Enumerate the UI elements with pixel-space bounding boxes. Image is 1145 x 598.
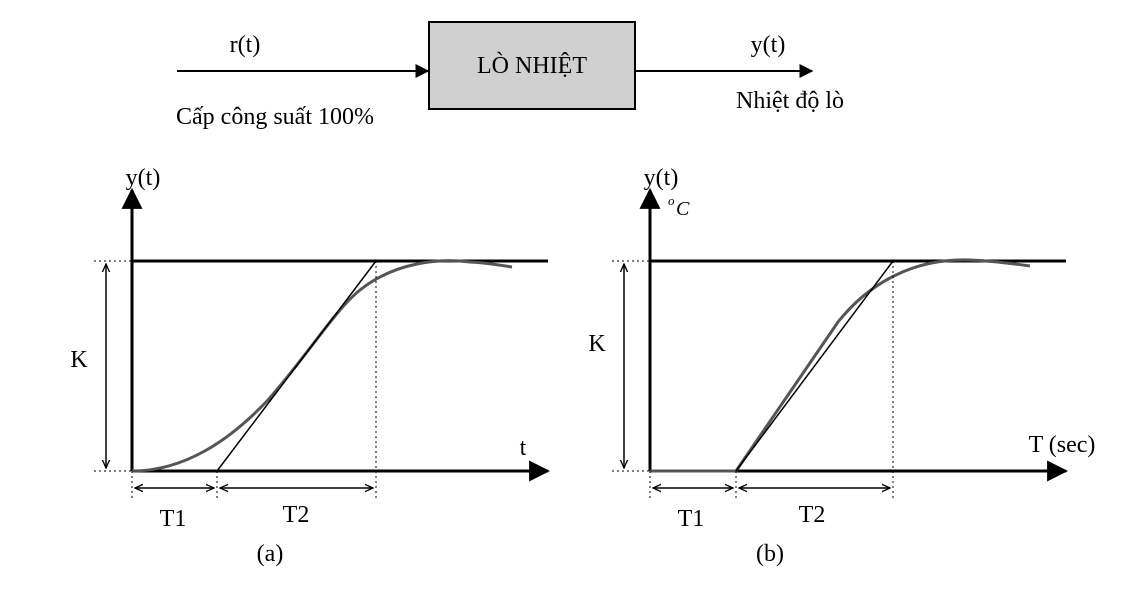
unit-degree: o [668, 193, 675, 208]
y-axis-label: y(t) [126, 165, 161, 191]
gain-label: K [588, 331, 606, 357]
input-signal-label: r(t) [230, 32, 261, 58]
output-description: Nhiệt độ lò [736, 88, 844, 114]
plot-a: y(t) t K T1 T2 (a) [70, 165, 551, 567]
output-signal-label: y(t) [751, 32, 786, 58]
t1-label: T1 [160, 506, 187, 532]
dead-time-ramp-response [650, 258, 1031, 473]
plot-b: y(t) o C T (sec) K T1 T2 (b) [588, 165, 1095, 567]
t2-label: T2 [283, 502, 310, 528]
unit-celsius: C [676, 198, 690, 220]
furnace-block-label: LÒ NHIỆT [477, 52, 587, 79]
t1-label: T1 [678, 506, 705, 532]
x-axis-label: T (sec) [1029, 432, 1096, 458]
caption-b: (b) [756, 541, 784, 567]
furnace-block [428, 21, 636, 110]
tangent-line [216, 260, 377, 472]
t2-label: T2 [799, 502, 826, 528]
s-shaped-response-curve [131, 259, 513, 473]
caption-a: (a) [257, 541, 284, 567]
tangent-line [735, 260, 894, 472]
x-axis-label: t [520, 435, 527, 461]
gain-label: K [70, 347, 88, 373]
y-axis-label: y(t) [644, 165, 679, 191]
block-diagram: r(t) Cấp công suất 100% LÒ NHIỆT y(t) Nh… [176, 21, 844, 130]
input-description: Cấp công suất 100% [176, 104, 374, 130]
